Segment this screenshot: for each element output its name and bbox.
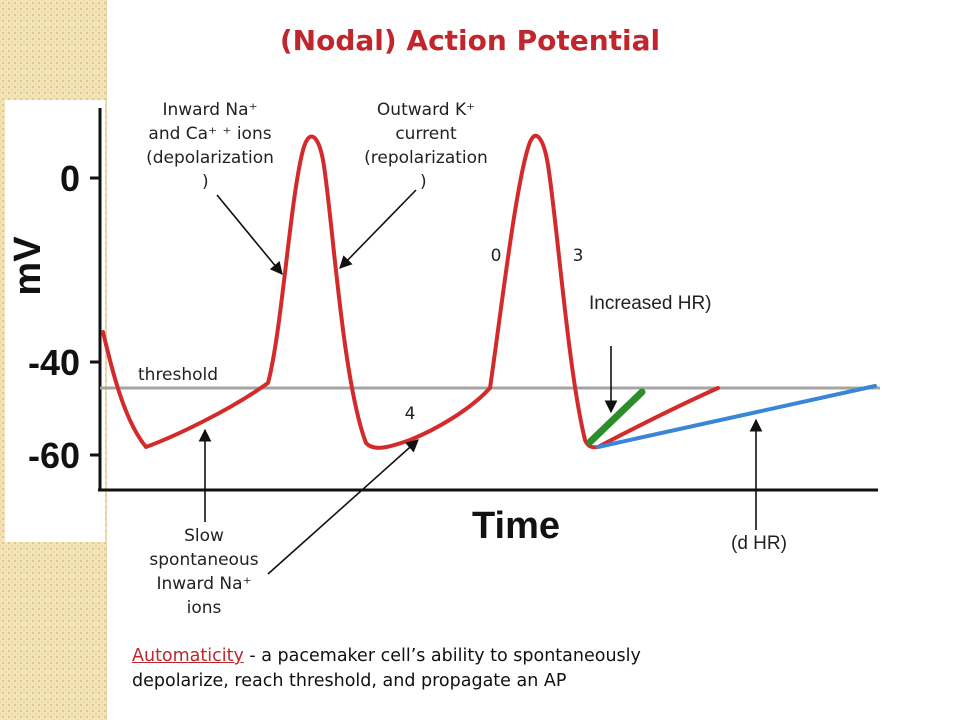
y-tick-label-40: -40	[28, 342, 80, 383]
arrow-slow-inward-2	[267, 439, 419, 575]
label-phase-4: 4	[404, 404, 416, 424]
label-inward-line-4: )	[202, 172, 209, 192]
label-inward-line-1: Inward Na⁺	[162, 100, 258, 120]
caption-line-1-rest: - a pacemaker cell’s ability to spontane…	[243, 646, 641, 666]
label-decreased-hr: (d HR)	[731, 533, 787, 554]
label-inward-line-3: (depolarization	[146, 148, 274, 168]
arrow-outward-k	[339, 189, 417, 269]
y-axis-label: mV	[7, 236, 49, 296]
label-slow-line-1: Slow	[184, 526, 224, 546]
label-increased-hr: Increased HR)	[589, 293, 712, 314]
y-tick-label-0: 0	[60, 158, 80, 199]
label-outward-line-3: (repolarization	[364, 148, 488, 168]
label-inward-line-2: and Ca⁺ ⁺ ions	[148, 124, 272, 144]
slide-title: (Nodal) Action Potential	[279, 24, 661, 57]
automaticity-caption: Automaticity - a pacemaker cell’s abilit…	[132, 644, 752, 694]
label-threshold: threshold	[138, 365, 219, 385]
automaticity-link[interactable]: Automaticity	[132, 646, 244, 666]
label-slow-inward: Slow spontaneous Inward Na⁺ ions	[130, 524, 278, 620]
label-phase-3: 3	[572, 246, 584, 266]
label-outward-line-1: Outward K⁺	[376, 100, 476, 120]
label-slow-line-3: Inward Na⁺	[156, 574, 252, 594]
caption-line-1: Automaticity - a pacemaker cell’s abilit…	[132, 644, 752, 669]
caption-line-2: depolarize, reach threshold, and propaga…	[132, 671, 567, 691]
label-outward-line-2: current	[395, 124, 457, 144]
label-outward-k: Outward K⁺ current (repolarization )	[348, 98, 504, 194]
green-increased-hr-trace	[586, 388, 646, 446]
blue-decreased-hr-trace	[596, 384, 877, 449]
plot-background	[5, 100, 105, 542]
label-slow-line-4: ions	[186, 598, 222, 618]
arrow-inward-na-ca	[216, 194, 283, 275]
label-outward-line-4: )	[420, 172, 427, 192]
stripe-divider	[106, 0, 107, 720]
label-phase-0: 0	[490, 246, 502, 266]
x-axis-label: Time	[472, 505, 560, 547]
label-slow-line-2: spontaneous	[149, 550, 259, 570]
y-tick-label-60: -60	[28, 435, 80, 476]
label-inward-na-ca: Inward Na⁺ and Ca⁺ ⁺ ions (depolarizatio…	[132, 98, 288, 194]
